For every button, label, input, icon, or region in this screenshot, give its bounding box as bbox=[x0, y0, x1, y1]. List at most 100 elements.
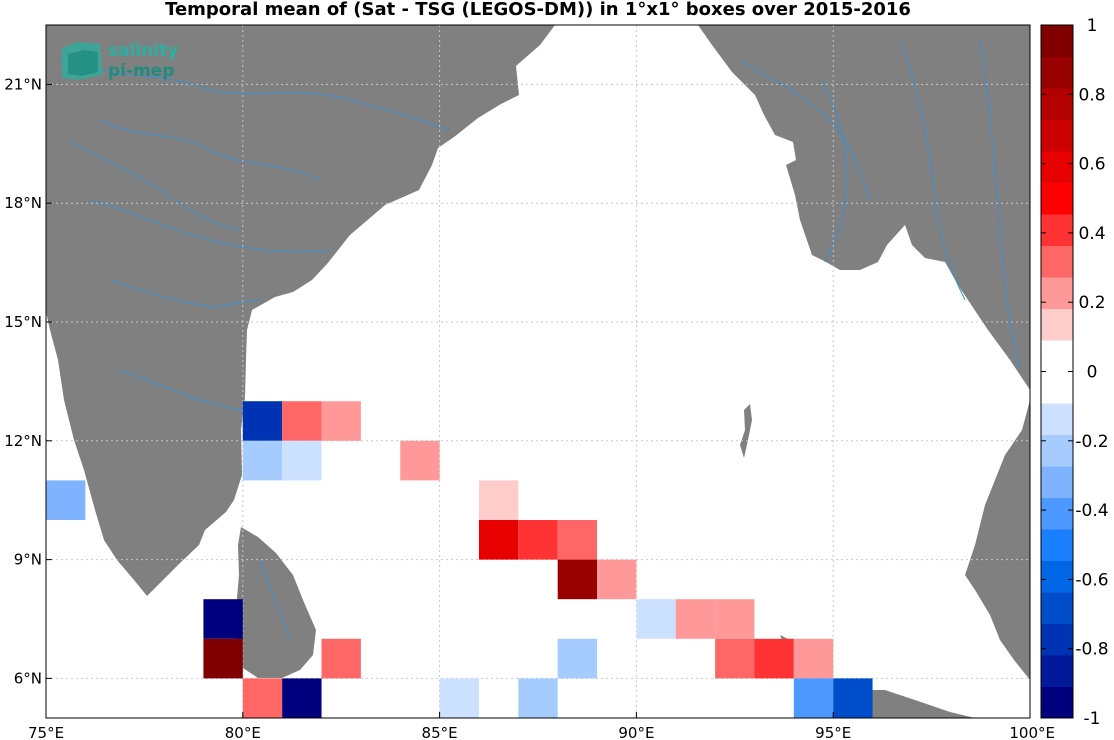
heatmap-cell bbox=[478, 520, 519, 560]
map-frame bbox=[45, 24, 1031, 719]
y-axis-ticks: 6°N 9°N 12°N 15°N 18°N 21°N bbox=[4, 75, 52, 687]
y-tick-label: 9°N bbox=[14, 551, 42, 569]
heatmap-cell bbox=[754, 638, 794, 679]
river-1 bbox=[99, 119, 321, 181]
colorbar-segment bbox=[1041, 88, 1073, 120]
y-tick-label: 18°N bbox=[4, 194, 42, 212]
x-tick-label: 95°E bbox=[815, 724, 851, 740]
x-tick-label: 75°E bbox=[28, 724, 64, 740]
heatmap-cell bbox=[203, 638, 243, 679]
colorbar-segment bbox=[1041, 655, 1073, 687]
colorbar-segment bbox=[1041, 434, 1073, 467]
colorbar-segment bbox=[1041, 182, 1073, 215]
heatmap-cell bbox=[203, 599, 243, 639]
heatmap-cell bbox=[242, 401, 283, 441]
colorbar-tick-label: -0.6 bbox=[1075, 570, 1108, 590]
heatmap-cell bbox=[46, 480, 86, 520]
heatmap-cell bbox=[400, 440, 440, 481]
heatmap-cells bbox=[46, 401, 873, 718]
colorbar-tick-label: 0.4 bbox=[1078, 224, 1105, 244]
colorbar-segment bbox=[1041, 592, 1073, 624]
y-tick-label: 12°N bbox=[4, 432, 42, 450]
colorbar-tick-label: 0.6 bbox=[1078, 155, 1105, 175]
colorbar-tick-label: 0.8 bbox=[1078, 85, 1105, 105]
colorbar-segment bbox=[1041, 529, 1073, 561]
colorbar-segment bbox=[1041, 119, 1073, 152]
colorbar-ticks: 1 0.8 0.6 0.4 0.2 0 -0.2 -0.4 -0.6 -0.8 -1 bbox=[1041, 16, 1109, 729]
logo-icon bbox=[62, 42, 102, 80]
chart-title: Temporal mean of (Sat - TSG (LEGOS-DM)) … bbox=[165, 0, 911, 20]
colorbar-segment bbox=[1041, 686, 1073, 719]
x-axis-ticks: 75°E 80°E 85°E 90°E 95°E 100°E bbox=[28, 712, 1055, 740]
y-tick-label: 15°N bbox=[4, 313, 42, 331]
y-tick-label: 6°N bbox=[14, 669, 42, 687]
river-godavari bbox=[89, 199, 331, 253]
rivers-layer bbox=[59, 39, 1021, 641]
heatmap-cell bbox=[242, 678, 283, 718]
colorbar-tick-label: 1 bbox=[1087, 16, 1098, 36]
colorbar-segment bbox=[1041, 214, 1073, 246]
colorbar-tick-label: -0.8 bbox=[1075, 640, 1108, 660]
logo-line1: salinity bbox=[108, 41, 178, 61]
x-tick-label: 80°E bbox=[225, 724, 261, 740]
river-sri-lanka bbox=[259, 559, 291, 641]
colorbar-tick-label: 0 bbox=[1087, 363, 1098, 383]
x-tick-label: 90°E bbox=[618, 724, 654, 740]
colorbar-segment bbox=[1041, 497, 1073, 530]
colorbar-tick-label: 0.2 bbox=[1078, 293, 1105, 313]
heatmap-cell bbox=[557, 559, 598, 600]
colorbar-segment bbox=[1041, 25, 1073, 57]
x-tick-label: 85°E bbox=[422, 724, 458, 740]
heatmap-cell bbox=[715, 599, 755, 639]
heatmap-cell bbox=[833, 678, 873, 718]
colorbar-segment bbox=[1041, 151, 1073, 183]
colorbar-segment bbox=[1041, 56, 1073, 89]
heatmap-cell bbox=[597, 559, 637, 600]
river-salween bbox=[979, 39, 1021, 371]
heatmap-cell bbox=[282, 678, 322, 718]
heatmap-cell bbox=[518, 520, 558, 560]
colorbar-tick-label: -1 bbox=[1084, 709, 1101, 729]
river-krishna bbox=[109, 279, 261, 307]
heatmap-cell bbox=[478, 480, 519, 520]
colorbar-tick-label: -0.4 bbox=[1075, 501, 1108, 521]
colorbar-segment bbox=[1041, 623, 1073, 656]
colorbar-segment bbox=[1041, 403, 1073, 435]
land-islet bbox=[740, 404, 752, 458]
river-2 bbox=[69, 139, 241, 231]
heatmap-cell bbox=[793, 678, 834, 718]
colorbar-tick-label: -0.2 bbox=[1075, 432, 1108, 452]
colorbar-segment bbox=[1041, 340, 1073, 372]
land-myanmar bbox=[698, 25, 1030, 680]
heatmap-cell bbox=[793, 638, 834, 679]
colorbar-segment bbox=[1041, 308, 1073, 341]
heatmap-cell bbox=[636, 599, 676, 639]
salinity-pi-mep-logo: salinity pi-mep bbox=[62, 41, 178, 81]
heatmap-cell bbox=[557, 638, 598, 679]
heatmap-cell bbox=[557, 520, 598, 560]
river-kaveri bbox=[119, 369, 246, 411]
y-tick-label: 21°N bbox=[4, 75, 42, 93]
river-brahmaputra bbox=[739, 59, 871, 201]
colorbar-segment bbox=[1041, 245, 1073, 278]
land-india bbox=[46, 25, 555, 596]
heatmap-cell bbox=[282, 440, 322, 481]
logo-line2: pi-mep bbox=[108, 61, 174, 81]
heatmap-cell bbox=[715, 638, 755, 679]
heatmap-cell bbox=[518, 678, 558, 718]
colorbar-segment bbox=[1041, 371, 1073, 404]
colorbar bbox=[1041, 25, 1073, 719]
heatmap-cell bbox=[242, 440, 283, 481]
river-ganges bbox=[59, 59, 451, 131]
colorbar-segment bbox=[1041, 560, 1073, 593]
heatmap-cell bbox=[439, 678, 479, 718]
colorbar-segment bbox=[1041, 277, 1073, 309]
heatmap-cell bbox=[321, 638, 361, 679]
heatmap-cell bbox=[321, 401, 361, 441]
heatmap-cell bbox=[282, 401, 322, 441]
x-tick-label: 100°E bbox=[1009, 724, 1055, 740]
colorbar-segment bbox=[1041, 466, 1073, 498]
heatmap-cell bbox=[675, 599, 716, 639]
river-irrawaddy bbox=[899, 39, 966, 301]
